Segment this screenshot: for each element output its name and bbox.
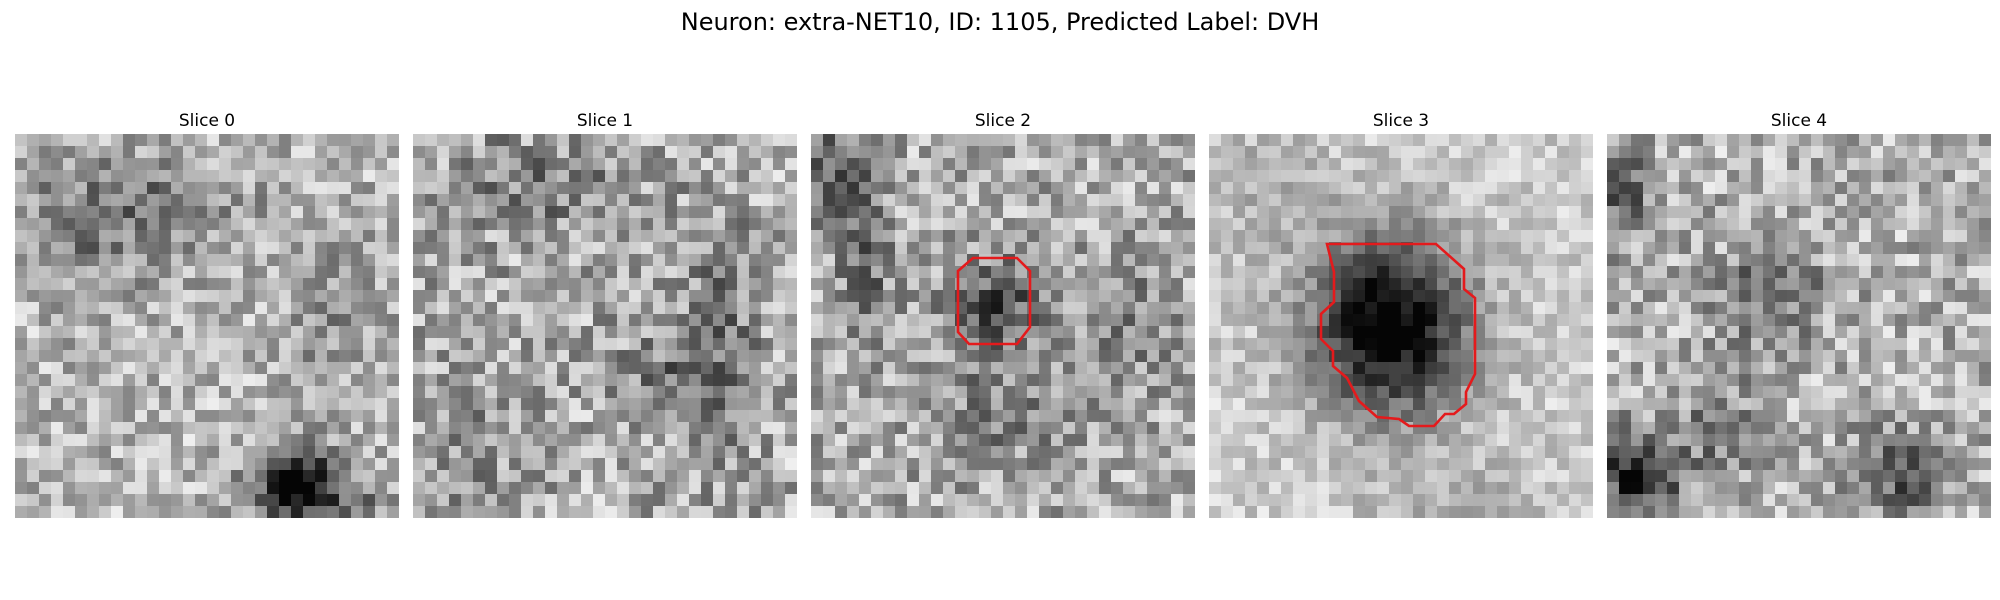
neuron-outline-slice-3 [1319,242,1477,428]
slice-image-2 [811,134,1195,518]
slice-panel-1: Slice 1 [413,110,797,520]
neuron-outline-slice-2 [956,256,1032,346]
slice-image-1 [413,134,797,518]
slice-title-4: Slice 4 [1770,111,1828,131]
pixel-grid [413,134,797,518]
slice-panel-0: Slice 0 [15,110,399,520]
pixel-grid [1607,134,1991,518]
slice-image-4 [1607,134,1991,518]
slice-title-3: Slice 3 [1372,111,1430,131]
slice-image-3 [1209,134,1593,518]
slice-panel-2: Slice 2 [811,110,1195,520]
slice-title-0: Slice 0 [178,111,236,131]
slice-title-1: Slice 1 [576,111,634,131]
slice-title-2: Slice 2 [974,111,1032,131]
slice-image-0 [15,134,399,518]
slice-panel-3: Slice 3 [1209,110,1593,520]
slice-panel-4: Slice 4 [1607,110,1991,520]
pixel-grid [1209,134,1593,518]
pixel-grid [15,134,399,518]
pixel-grid [811,134,1195,518]
figure-title: Neuron: extra-NET10, ID: 1105, Predicted… [680,8,1320,36]
